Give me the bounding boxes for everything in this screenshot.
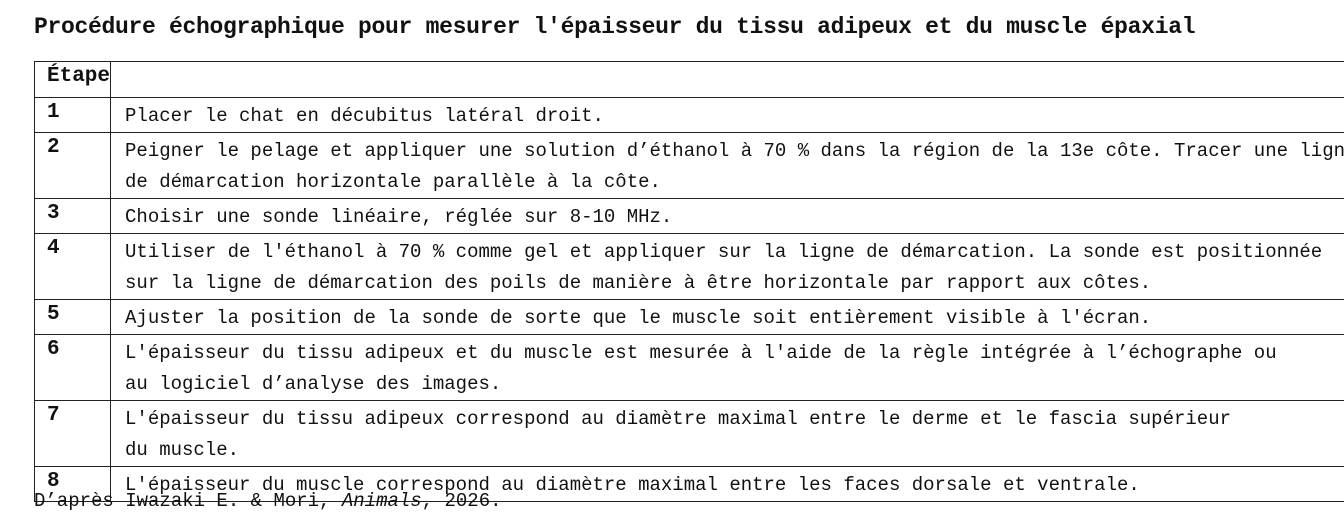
step-number: 7 xyxy=(33,400,112,467)
description-line: Ajuster la position de la sonde de sorte… xyxy=(125,307,1152,329)
description-line: au logiciel d’analyse des images. xyxy=(125,373,502,395)
table-row: 3 Choisir une sonde linéaire, réglée sur … xyxy=(33,198,1344,234)
description-line: de démarcation horizontale parallèle à l… xyxy=(125,171,661,193)
description-line: L'épaisseur du muscle correspond au diam… xyxy=(125,474,1140,496)
step-description: L'épaisseur du muscle correspond au diam… xyxy=(110,466,1344,502)
step-number: 5 xyxy=(33,299,112,335)
description-line: Placer le chat en décubitus latéral droi… xyxy=(125,105,604,127)
source-prefix: D’après Iwazaki E. & Mori, xyxy=(34,490,342,512)
table-header-row: Étape xyxy=(33,61,1344,98)
header-description xyxy=(110,61,1344,98)
table-row: 4 Utiliser de l'éthanol à 70 % comme gel … xyxy=(33,233,1344,300)
step-number: 4 xyxy=(33,233,112,300)
step-description: Utiliser de l'éthanol à 70 % comme gel e… xyxy=(110,233,1344,300)
step-number: 3 xyxy=(33,198,112,234)
table-row: 8 L'épaisseur du muscle correspond au dia… xyxy=(33,466,1344,502)
page-title: Procédure échographique pour mesurer l'é… xyxy=(34,14,1196,40)
source-journal: Animals xyxy=(341,490,422,512)
table-row: 7 L'épaisseur du tissu adipeux correspond… xyxy=(33,400,1344,467)
table-row: 1 Placer le chat en décubitus latéral dro… xyxy=(33,97,1344,133)
step-description: Ajuster la position de la sonde de sorte… xyxy=(110,299,1344,335)
step-description: Placer le chat en décubitus latéral droi… xyxy=(110,97,1344,133)
source-citation: D’après Iwazaki E. & Mori, Animals, 2026… xyxy=(34,490,502,512)
description-line: sur la ligne de démarcation des poils de… xyxy=(125,272,1152,294)
procedure-table: Étape 1 Placer le chat en décubitus latér… xyxy=(33,61,1344,502)
step-number: 8 xyxy=(33,466,112,502)
step-description: L'épaisseur du tissu adipeux et du muscl… xyxy=(110,334,1344,401)
description-line: L'épaisseur du tissu adipeux et du muscl… xyxy=(125,342,1277,364)
description-line: L'épaisseur du tissu adipeux correspond … xyxy=(125,408,1231,430)
step-number: 1 xyxy=(33,97,112,133)
table-row: 2 Peigner le pelage et appliquer une solu… xyxy=(33,132,1344,199)
source-suffix: , 2026. xyxy=(421,490,502,512)
description-line: du muscle. xyxy=(125,439,240,461)
step-number: 6 xyxy=(33,334,112,401)
header-step: Étape xyxy=(33,61,112,98)
description-line: Peigner le pelage et appliquer une solut… xyxy=(125,140,1344,162)
table-row: 6 L'épaisseur du tissu adipeux et du musc… xyxy=(33,334,1344,401)
step-description: L'épaisseur du tissu adipeux correspond … xyxy=(110,400,1344,467)
step-description: Peigner le pelage et appliquer une solut… xyxy=(110,132,1344,199)
step-description: Choisir une sonde linéaire, réglée sur 8… xyxy=(110,198,1344,234)
table-row: 5 Ajuster la position de la sonde de sort… xyxy=(33,299,1344,335)
description-line: Choisir une sonde linéaire, réglée sur 8… xyxy=(125,206,673,228)
description-line: Utiliser de l'éthanol à 70 % comme gel e… xyxy=(125,241,1323,263)
step-number: 2 xyxy=(33,132,112,199)
